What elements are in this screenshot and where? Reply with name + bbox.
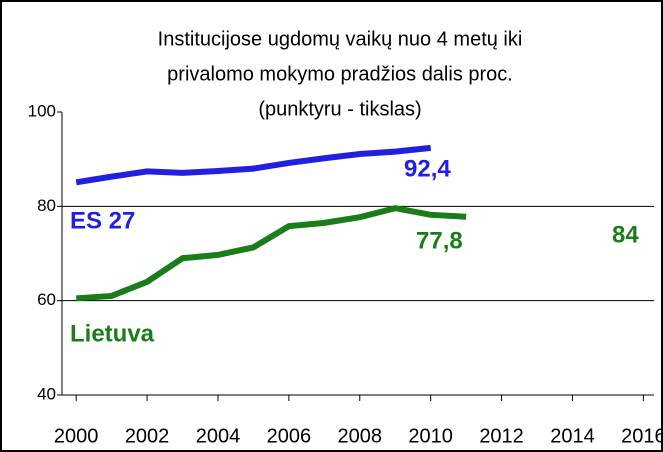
- y-tick-label: 60: [37, 290, 56, 309]
- chart-title: (punktyru - tikslas): [258, 98, 421, 120]
- annotation: 84: [612, 221, 639, 248]
- x-tick-label: 2014: [550, 425, 595, 447]
- x-tick-label: 2012: [479, 425, 524, 447]
- x-tick-label: 2016: [621, 425, 663, 447]
- chart-title: Institucijose ugdomų vaikų nuo 4 metų ik…: [158, 28, 523, 50]
- x-tick-label: 2002: [125, 425, 170, 447]
- annotation: 92,4: [404, 155, 451, 182]
- legend-label: Lietuva: [70, 320, 155, 347]
- series-line: [75, 144, 431, 186]
- x-tick-label: 2008: [338, 425, 383, 447]
- y-tick-label: 100: [28, 101, 56, 120]
- x-tick-label: 2010: [408, 425, 453, 447]
- legend-label: ES 27: [70, 207, 135, 234]
- x-tick-label: 2006: [267, 425, 312, 447]
- x-tick-label: 2000: [54, 425, 99, 447]
- annotation: 77,8: [416, 227, 463, 254]
- y-tick-label: 40: [37, 384, 56, 403]
- y-tick-label: 80: [37, 196, 56, 215]
- series-line: [75, 205, 467, 302]
- x-tick-label: 2004: [196, 425, 241, 447]
- chart-title: privalomo mokymo pradžios dalis proc.: [167, 63, 513, 85]
